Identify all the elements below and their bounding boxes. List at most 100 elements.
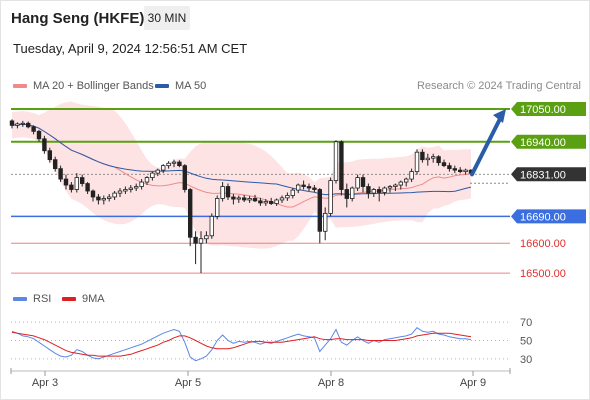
candle-body [452, 168, 457, 171]
candle-body [187, 189, 193, 238]
candle-body [25, 122, 31, 128]
candle-body [90, 190, 96, 198]
candle-body [36, 130, 42, 140]
candle [322, 207, 328, 241]
candle-body [177, 161, 182, 167]
candle-body [209, 215, 214, 237]
candle-body [107, 196, 112, 199]
candle [252, 194, 258, 203]
legend-rsi: RSI [13, 293, 51, 305]
candle-body [306, 186, 312, 189]
projection-arrow-shaft [470, 112, 504, 177]
legend-ma20-label: MA 20 + Bollinger Bands [33, 80, 154, 92]
candle [214, 195, 220, 220]
candle-body [20, 122, 25, 125]
candle [177, 160, 182, 168]
candle [123, 186, 128, 194]
legend-9ma-label: 9MA [82, 293, 105, 305]
bollinger-band [12, 101, 471, 249]
candle [317, 188, 322, 244]
candle-body [425, 157, 430, 161]
level-label: 16500.00 [520, 268, 566, 280]
candle [36, 129, 42, 142]
candle [430, 153, 436, 163]
candle [209, 213, 214, 239]
candle [398, 180, 403, 190]
candles-group [9, 119, 474, 274]
candle-body [101, 198, 106, 201]
candle-body [31, 126, 36, 132]
candle [285, 192, 290, 201]
candle-body [144, 177, 150, 183]
candle-body [463, 169, 468, 173]
candle [231, 193, 236, 205]
candle [112, 191, 117, 200]
candle-body [252, 198, 258, 202]
candle-body [220, 186, 225, 199]
candle [96, 193, 101, 205]
candle [160, 164, 166, 174]
candle-body [333, 141, 339, 181]
candle-body [420, 151, 425, 161]
candle-body [171, 161, 177, 164]
candle-body [139, 181, 144, 187]
candle [463, 168, 468, 175]
candle-body [403, 178, 409, 183]
level-label: 16600.00 [520, 238, 566, 250]
candle [274, 198, 279, 206]
x-tick-label: Apr 5 [175, 377, 201, 389]
candle [42, 135, 47, 154]
candle-body [409, 171, 414, 180]
legend-ma20: MA 20 + Bollinger Bands [13, 80, 154, 92]
candle [15, 122, 20, 129]
rsi-9ma-line [11, 331, 472, 357]
candle [457, 167, 463, 174]
level-tag [511, 134, 586, 149]
legend-rsi-label: RSI [33, 293, 52, 305]
candle [144, 176, 150, 186]
candle-body [366, 186, 371, 194]
candle [425, 153, 430, 166]
candle-body [430, 156, 436, 159]
candle-body [247, 198, 252, 201]
candle [69, 182, 74, 193]
candle [295, 183, 301, 194]
candle-body [231, 196, 236, 200]
candle-body [160, 165, 166, 171]
candle-body [371, 189, 376, 194]
candle [452, 165, 457, 174]
candle-body [398, 181, 403, 186]
candle-body [414, 151, 420, 173]
candle [166, 161, 171, 169]
candle [107, 193, 112, 202]
timeframe-badge[interactable]: 30 MIN [144, 6, 190, 30]
rsi-tick-label: 30 [520, 354, 532, 366]
ma9-swatch [62, 297, 76, 302]
candle [204, 231, 209, 244]
candle [155, 168, 160, 177]
candle [382, 186, 387, 196]
candle [47, 147, 52, 163]
candle [441, 159, 447, 168]
candle [236, 195, 241, 203]
candle-body [117, 190, 123, 194]
level-tag [511, 101, 586, 116]
candle-body [436, 156, 441, 164]
candle-body [150, 172, 155, 178]
candle [371, 188, 376, 197]
candle [290, 188, 295, 199]
candle [393, 183, 398, 192]
candle-body [53, 159, 58, 170]
candle [117, 188, 123, 197]
candle [198, 231, 204, 274]
candle [247, 196, 252, 203]
projection-arrowhead [493, 108, 506, 123]
candle-body [360, 177, 366, 187]
candle-body [128, 187, 133, 190]
legend-ma50: MA 50 [155, 80, 206, 92]
candle [301, 180, 306, 190]
candle-body [123, 189, 128, 192]
candle [366, 183, 371, 199]
candle [344, 183, 349, 208]
